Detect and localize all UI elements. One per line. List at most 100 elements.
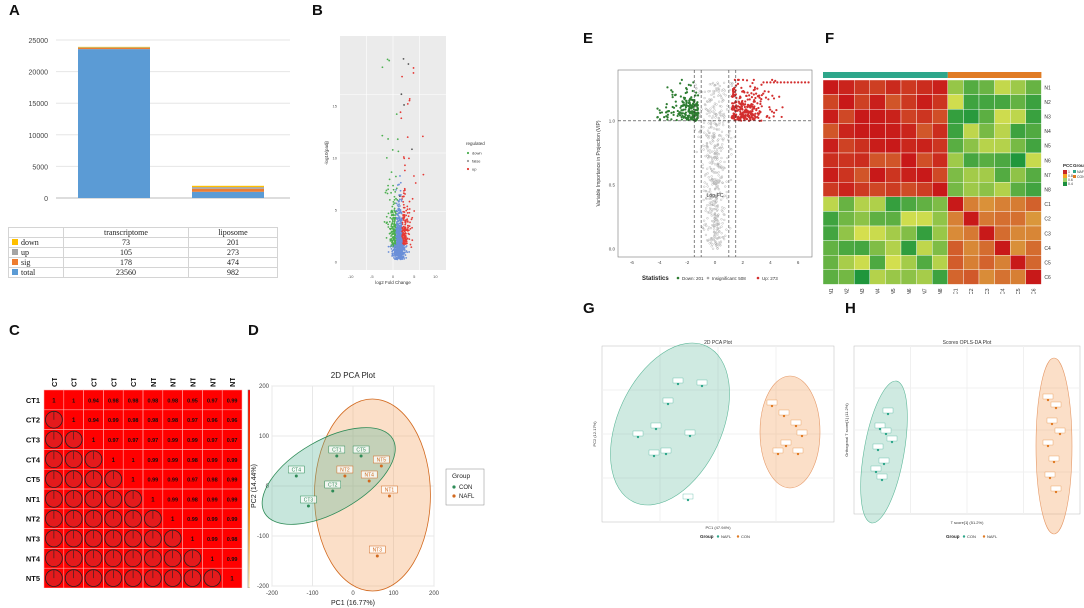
chart-g-pca: 2D PCA Plot PC1 (47.94%) PC2 (12.17%) Group… [592,340,835,539]
data-point [718,134,721,137]
data-point [706,193,709,197]
data-point [766,114,769,118]
data-point [714,236,718,239]
point-label-box [336,465,354,474]
data-point [413,175,415,177]
point-label-box [352,445,370,454]
data-point [713,150,716,153]
correlation-value: 0.99 [187,517,198,523]
data-point [398,217,401,220]
heatmap-cell [885,225,902,241]
x-tick-label: 0 [714,260,717,265]
legend-marker [706,276,710,280]
heatmap-cell [854,254,871,270]
point-label: CT5 [356,448,366,454]
data-point [402,219,405,221]
data-point [710,238,713,241]
data-point [719,241,722,244]
data-point [711,181,714,184]
data-point [408,200,411,203]
data-point [394,242,397,244]
correlation-value: 0.98 [207,478,218,484]
data-point [708,178,712,182]
heatmap-cell [822,152,839,168]
table-cell: 23560 [63,267,189,278]
data-point [676,114,679,118]
correlation-value: 0.98 [108,398,119,404]
correlation-value: 0.96 [207,418,218,424]
col-label: N7 [922,288,928,294]
data-point [779,81,782,84]
data-point [793,81,796,84]
chart-title: 2D PCA Plot [704,340,732,346]
data-point [717,213,720,216]
legend-marker [736,535,740,538]
heatmap-cell [931,240,948,256]
data-point [712,238,715,242]
data-point [675,118,678,122]
data-point [720,96,723,99]
heatmap-cell [838,254,855,270]
data-point [698,91,701,94]
correlation-value: 0.97 [187,418,198,424]
heatmap-cell [854,79,871,95]
data-point [726,156,729,160]
heatmap-cell [1025,109,1042,125]
data-point [714,194,718,197]
data-point [697,135,700,138]
data-point [396,248,399,251]
data-point [393,218,396,221]
data-point [400,251,403,254]
data-point [422,173,425,176]
data-point [1048,476,1052,480]
data-point [737,100,740,103]
row-label: N5 [1044,144,1051,150]
data-point [700,384,704,388]
heatmap-cell [978,211,995,227]
data-point [693,128,696,131]
panel-label-d: D [248,322,259,339]
data-point [409,243,412,246]
data-point [878,427,882,431]
data-point [684,104,687,107]
data-point [412,72,415,74]
data-point [682,108,685,111]
correlation-value: 0.98 [187,497,198,503]
legend-marker [716,535,720,538]
data-point [396,214,399,216]
data-point [393,209,396,212]
col-label: N8 [938,288,944,294]
x-axis-label: T score[1] (51.2%) [951,520,984,525]
heatmap-cell [838,240,855,256]
data-point [402,210,405,213]
legend-title: PCC [1063,163,1073,168]
legend-swatch [1063,178,1067,182]
data-point [723,207,726,210]
data-point [796,452,800,456]
data-point [710,93,713,96]
data-point [394,214,396,217]
data-point [745,111,748,114]
data-point [721,121,725,124]
data-point [386,58,389,61]
heatmap-cell [963,181,980,197]
table-row: down 73 201 [8,237,279,248]
data-point [710,212,713,215]
group-ellipse-con [860,380,908,524]
legend-swatch [12,259,18,265]
row-label: NT5 [26,574,40,583]
table-row-label: total [8,267,64,278]
data-point [387,212,390,215]
data-point [408,238,411,241]
data-point [713,163,717,166]
data-point [391,213,393,216]
data-point [406,212,409,214]
col-label: CT5 [129,378,138,387]
y-tick-label: 5 [335,208,338,213]
data-point [703,219,706,222]
data-point [715,225,718,228]
x-tick-label: -100 [306,591,319,597]
data-point [672,111,675,114]
data-point [710,208,713,211]
data-point [719,94,723,98]
